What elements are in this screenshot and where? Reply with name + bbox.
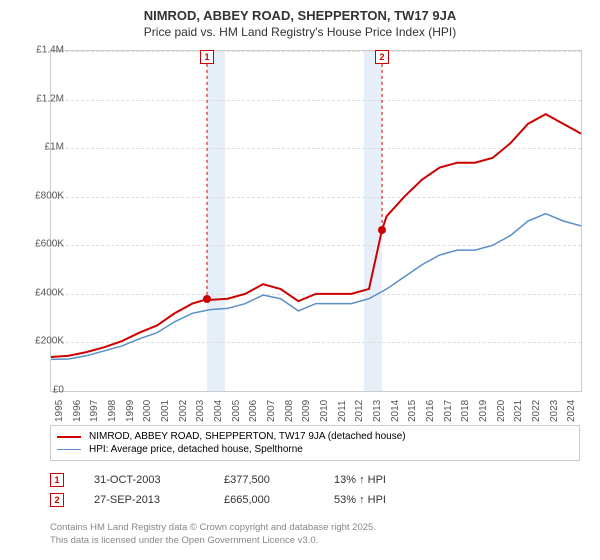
plot-area: 12 xyxy=(50,50,582,392)
chart-svg xyxy=(51,51,581,391)
footer-line2: This data is licensed under the Open Gov… xyxy=(50,535,376,548)
event-table: 1 31-OCT-2003£377,50013% ↑ HPI 2 27-SEP-201… xyxy=(50,470,434,510)
x-tick-label: 2021 xyxy=(513,400,524,422)
event-price: £377,500 xyxy=(224,474,334,486)
marker-dot xyxy=(378,226,386,234)
marker-label: 2 xyxy=(375,50,389,64)
x-tick-label: 2016 xyxy=(425,400,436,422)
x-tick-label: 2006 xyxy=(248,400,259,422)
legend-swatch xyxy=(57,449,81,450)
y-tick-label: £600K xyxy=(22,239,64,250)
x-tick-label: 2011 xyxy=(337,400,348,422)
event-pct: 53% ↑ HPI xyxy=(334,494,434,506)
x-tick-label: 1999 xyxy=(125,400,136,422)
y-tick-label: £1.4M xyxy=(22,45,64,56)
x-tick-label: 2020 xyxy=(496,400,507,422)
x-tick-label: 1998 xyxy=(107,400,118,422)
x-tick-label: 2019 xyxy=(478,400,489,422)
x-tick-label: 2014 xyxy=(390,400,401,422)
event-pct: 13% ↑ HPI xyxy=(334,474,434,486)
chart-container: NIMROD, ABBEY ROAD, SHEPPERTON, TW17 9JA… xyxy=(0,0,600,560)
legend-row: HPI: Average price, detached house, Spel… xyxy=(57,443,573,456)
event-row: 2 27-SEP-2013£665,00053% ↑ HPI xyxy=(50,490,434,510)
x-tick-label: 2023 xyxy=(549,400,560,422)
x-tick-label: 2000 xyxy=(142,400,153,422)
x-tick-label: 2018 xyxy=(460,400,471,422)
x-tick-label: 2004 xyxy=(213,400,224,422)
chart-subtitle: Price paid vs. HM Land Registry's House … xyxy=(0,23,600,39)
x-tick-label: 2003 xyxy=(195,400,206,422)
y-tick-label: £200K xyxy=(22,336,64,347)
x-tick-label: 2008 xyxy=(284,400,295,422)
y-tick-label: £1.2M xyxy=(22,93,64,104)
x-tick-label: 1996 xyxy=(72,400,83,422)
event-marker: 1 xyxy=(50,473,64,487)
x-tick-label: 2002 xyxy=(178,400,189,422)
marker-dot xyxy=(203,295,211,303)
x-tick-label: 2024 xyxy=(566,400,577,422)
y-tick-label: £1M xyxy=(22,142,64,153)
y-tick-label: £400K xyxy=(22,287,64,298)
footer: Contains HM Land Registry data © Crown c… xyxy=(50,522,376,548)
event-date: 31-OCT-2003 xyxy=(94,474,224,486)
x-tick-label: 2007 xyxy=(266,400,277,422)
x-tick-label: 2005 xyxy=(231,400,242,422)
event-row: 1 31-OCT-2003£377,50013% ↑ HPI xyxy=(50,470,434,490)
x-tick-label: 2010 xyxy=(319,400,330,422)
series-price_paid xyxy=(51,114,581,357)
x-tick-label: 2012 xyxy=(354,400,365,422)
x-tick-label: 2009 xyxy=(301,400,312,422)
marker-label: 1 xyxy=(200,50,214,64)
legend-swatch xyxy=(57,436,81,438)
x-tick-label: 2022 xyxy=(531,400,542,422)
x-tick-label: 1997 xyxy=(89,400,100,422)
footer-line1: Contains HM Land Registry data © Crown c… xyxy=(50,522,376,535)
chart-title: NIMROD, ABBEY ROAD, SHEPPERTON, TW17 9JA xyxy=(0,0,600,23)
x-tick-label: 2015 xyxy=(407,400,418,422)
y-tick-label: £0 xyxy=(22,385,64,396)
event-price: £665,000 xyxy=(224,494,334,506)
legend-row: NIMROD, ABBEY ROAD, SHEPPERTON, TW17 9JA… xyxy=(57,430,573,443)
x-tick-label: 2013 xyxy=(372,400,383,422)
y-tick-label: £800K xyxy=(22,190,64,201)
event-marker: 2 xyxy=(50,493,64,507)
x-tick-label: 2017 xyxy=(443,400,454,422)
legend: NIMROD, ABBEY ROAD, SHEPPERTON, TW17 9JA… xyxy=(50,425,580,461)
event-date: 27-SEP-2013 xyxy=(94,494,224,506)
x-tick-label: 2001 xyxy=(160,400,171,422)
legend-label: NIMROD, ABBEY ROAD, SHEPPERTON, TW17 9JA… xyxy=(89,431,406,442)
x-tick-label: 1995 xyxy=(54,400,65,422)
legend-label: HPI: Average price, detached house, Spel… xyxy=(89,444,303,455)
